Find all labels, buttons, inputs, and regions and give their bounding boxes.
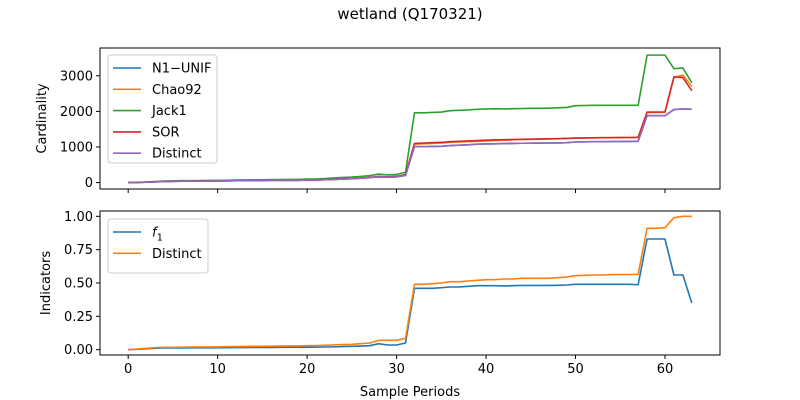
legend-label: N1−UNIF: [152, 62, 211, 77]
y-tick-label: 2000: [60, 105, 93, 120]
y-tick-label: 0.75: [64, 243, 93, 258]
axes-frame: [99, 47, 721, 190]
x-tick-label: 0: [124, 362, 132, 377]
series-line-distinct: [128, 215, 692, 351]
x-tick-label: 60: [657, 362, 674, 377]
legend-label: Jack1: [151, 104, 187, 119]
legend-label: f1: [152, 226, 163, 244]
x-axis-label: Sample Periods: [360, 385, 460, 400]
y-tick-label: 1.00: [64, 210, 93, 225]
axes-frame: [99, 210, 721, 356]
legend-label: Distinct: [152, 247, 202, 262]
legend-label: Chao92: [152, 83, 202, 98]
legend-label: SOR: [152, 125, 180, 140]
y-tick-label: 1000: [60, 140, 93, 155]
series-line-distinct: [128, 108, 692, 184]
figure-title: wetland (Q170321): [337, 5, 482, 23]
y-tick-label: 0.25: [64, 310, 93, 325]
x-tick-label: 20: [299, 362, 316, 377]
y-tick-label: 3000: [60, 69, 93, 84]
x-tick-label: 10: [209, 362, 226, 377]
legend: f1 Distinct: [107, 218, 209, 274]
y-tick-label: 0.00: [64, 343, 93, 358]
x-tick-label: 40: [478, 362, 495, 377]
x-tick-label: 30: [388, 362, 405, 377]
y-tick-label: 0.50: [64, 277, 93, 292]
y-axis-label: Indicators: [39, 251, 54, 315]
cardinality-panel: 0 1000 2000 3000 Cardinality N1−UNIF Chao92 Jac…: [35, 47, 721, 193]
legend-box: [107, 54, 218, 164]
series-line-f: [128, 238, 693, 351]
indicators-panel: 0 10 20 30 40 50 60 0.00 0.25 0.50 0.75 1.00 Indicat…: [39, 210, 721, 377]
x-tick-label: 50: [567, 362, 584, 377]
y-axis-label: Cardinality: [35, 83, 50, 154]
legend-label: Distinct: [152, 147, 202, 162]
y-tick-label: 0: [85, 176, 93, 191]
legend: N1−UNIF Chao92 Jack1 SOR Distinct: [107, 54, 218, 164]
